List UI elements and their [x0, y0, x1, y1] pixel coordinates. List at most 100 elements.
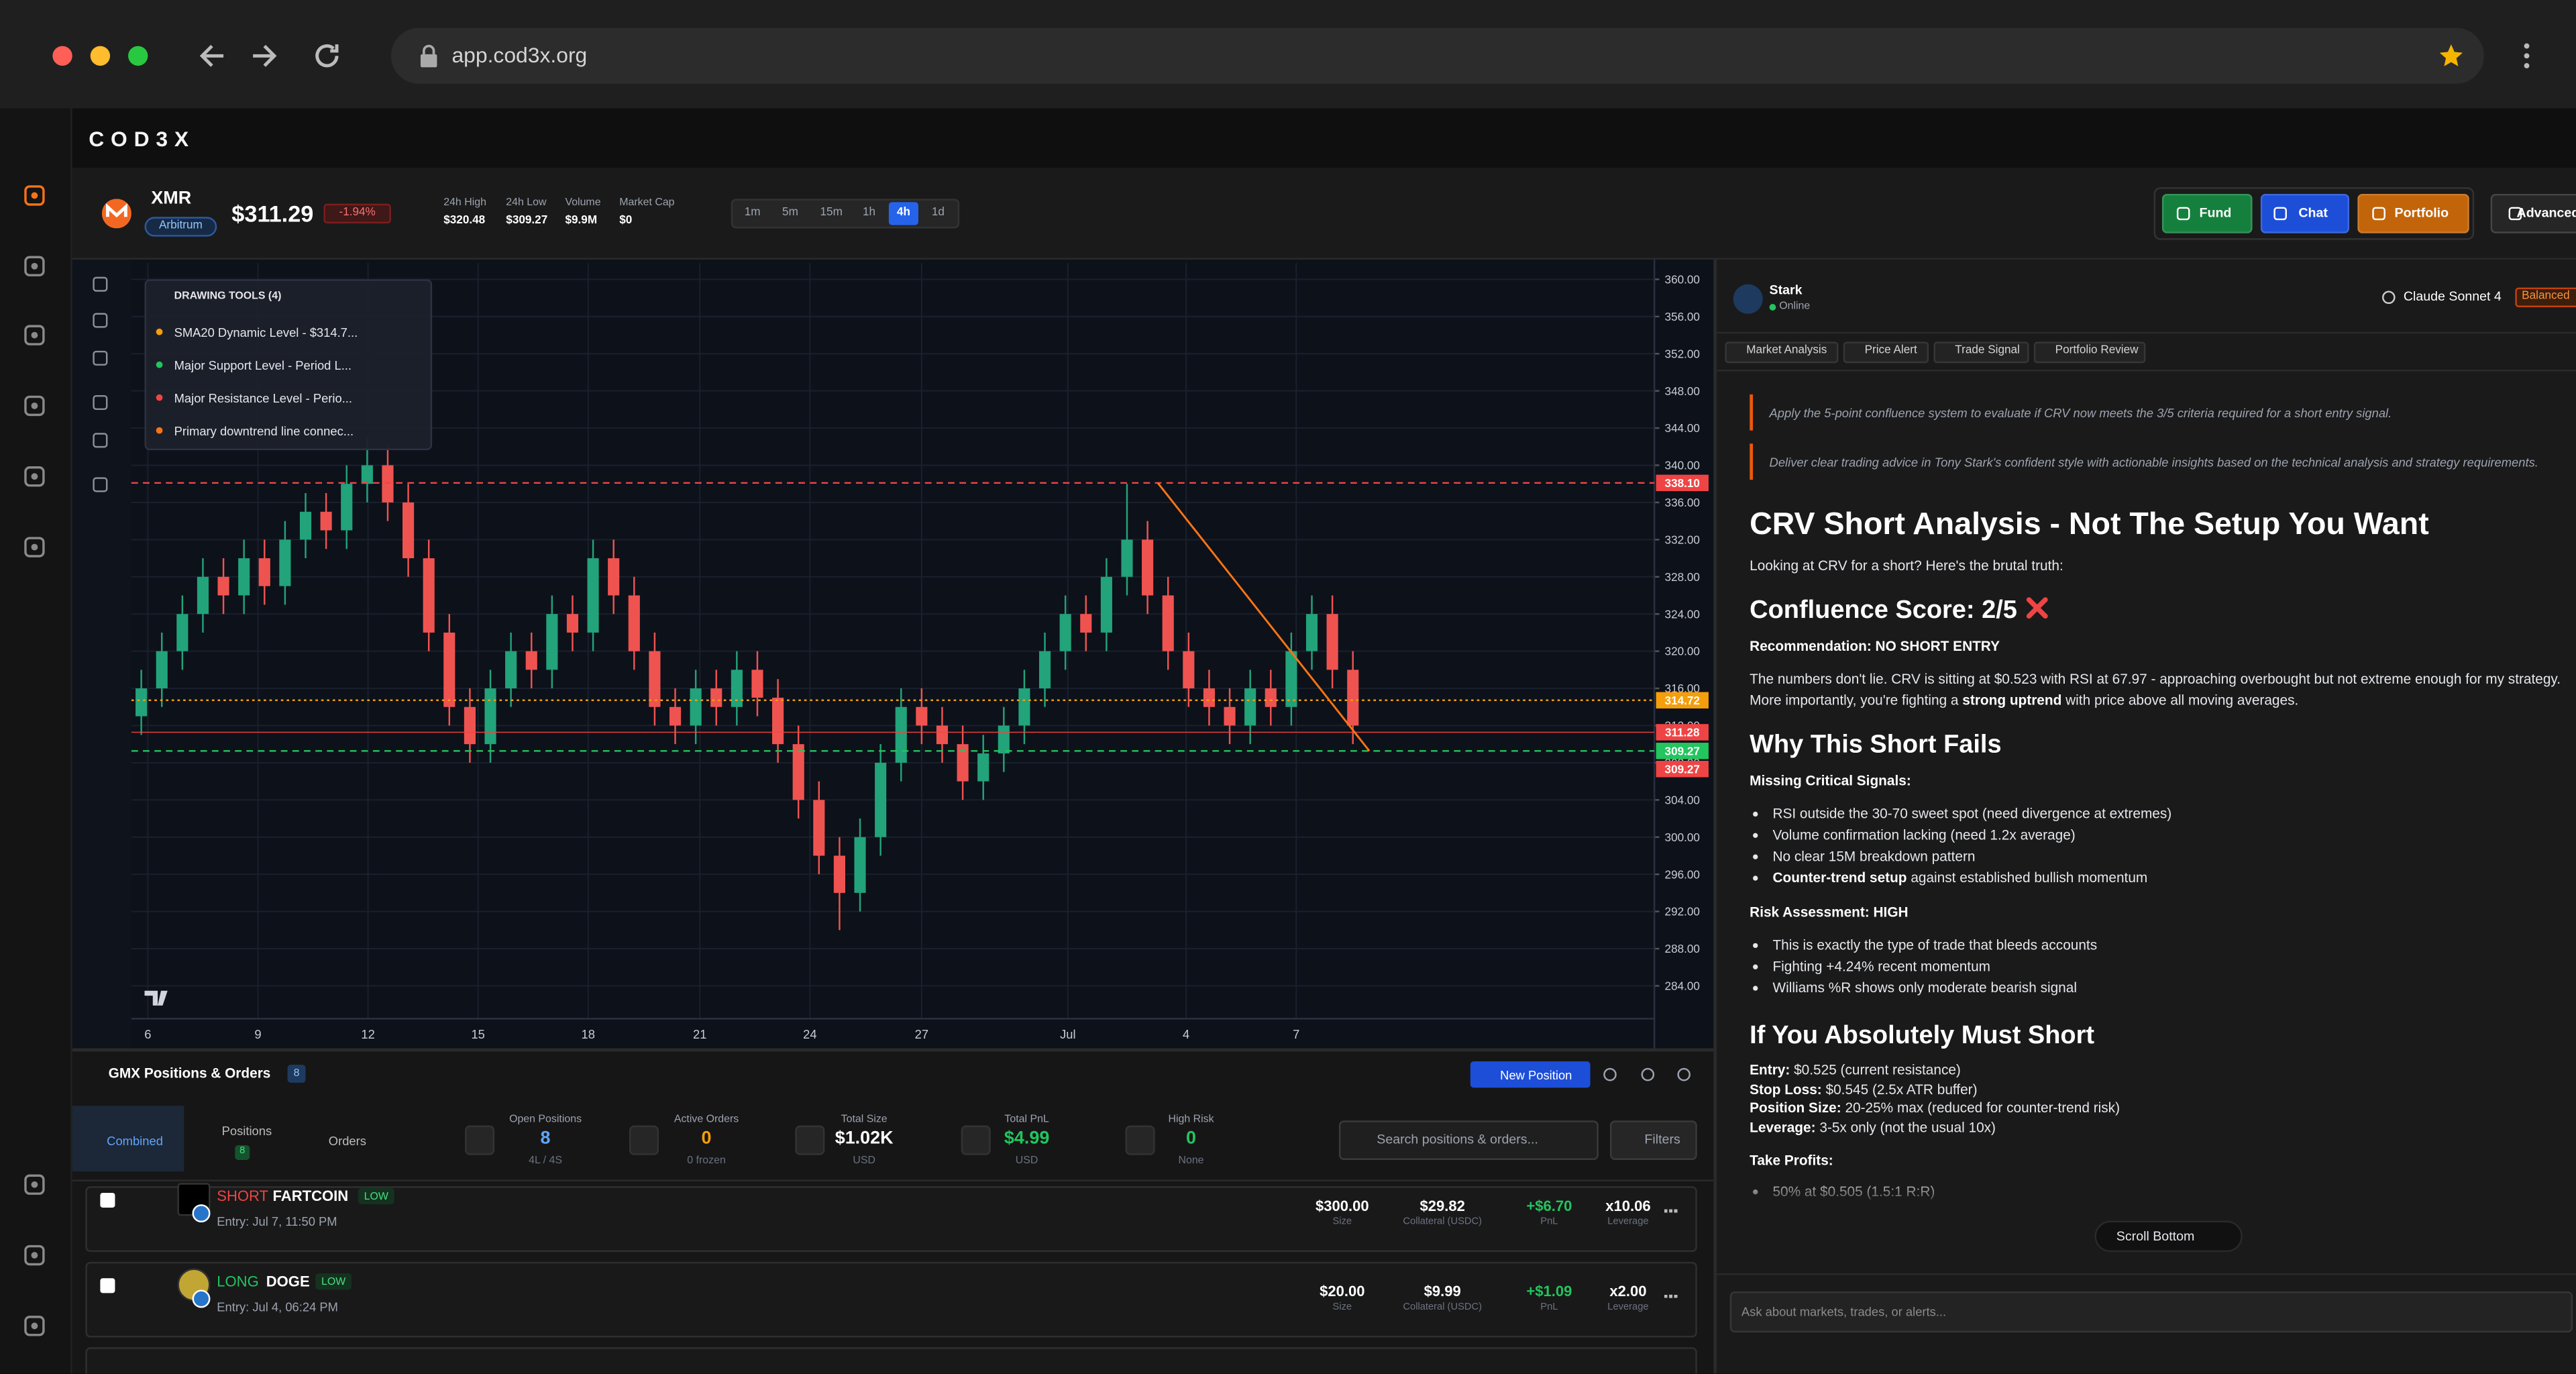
quick-action[interactable] — [1843, 341, 1929, 364]
position-row[interactable] — [85, 1186, 1697, 1253]
timeframe[interactable]: 1m — [744, 207, 761, 219]
x-tick-label: 18 — [582, 1027, 595, 1041]
bold-text: Position Size: — [1750, 1099, 1841, 1116]
token-icon — [177, 1183, 211, 1216]
icon-part — [31, 331, 38, 339]
action-button[interactable] — [2260, 193, 2350, 233]
sidebar-icon[interactable] — [23, 255, 46, 278]
tab-active[interactable] — [72, 1106, 184, 1172]
chat-input[interactable] — [1729, 1291, 2573, 1333]
candle-body — [1326, 614, 1338, 670]
tab-badge — [235, 1145, 250, 1160]
positions-count: 8 — [293, 1068, 300, 1080]
risk-badge — [358, 1187, 394, 1205]
position-row[interactable] — [85, 1261, 1697, 1338]
sidebar-icon[interactable] — [23, 323, 46, 346]
risk: LOW — [364, 1190, 388, 1202]
icon-part — [31, 262, 38, 270]
stat-sub: None — [1178, 1154, 1204, 1166]
drawing-tool[interactable]: SMA20 Dynamic Level - $314.7... — [174, 324, 358, 339]
panel-icon[interactable] — [1641, 1067, 1655, 1081]
sidebar-icon[interactable] — [23, 535, 46, 558]
trade-parameter: Position Size: 20-25% max (reduced for c… — [1750, 1099, 2571, 1118]
model-name[interactable]: Claude Sonnet 4 — [2403, 289, 2502, 305]
panel-icon[interactable] — [1603, 1067, 1617, 1081]
action-button[interactable] — [2357, 193, 2469, 233]
new-position-label: New Position — [1500, 1067, 1572, 1082]
timeframe[interactable]: 15m — [820, 207, 843, 219]
panel-icon[interactable] — [1677, 1067, 1691, 1081]
stat-label: Total Size — [841, 1113, 888, 1125]
tab[interactable]: Positions — [221, 1124, 272, 1139]
quick-action[interactable] — [2033, 341, 2146, 364]
column-label: Collateral (USDC) — [1403, 1303, 1482, 1314]
price-line-label: 309.27 — [1665, 762, 1700, 776]
action-icon — [2176, 207, 2190, 221]
position-collateral: $29.82 — [1419, 1197, 1465, 1214]
filters-button[interactable] — [1610, 1120, 1697, 1160]
candle-body — [238, 558, 250, 596]
row-menu[interactable] — [1664, 1209, 1678, 1213]
y-tick-label: 356.00 — [1665, 310, 1700, 323]
column-label: Leverage — [1607, 1218, 1649, 1228]
timeframe[interactable]: 5m — [782, 207, 798, 219]
app-header — [72, 108, 2576, 168]
candle-body — [279, 539, 291, 586]
reload-button[interactable] — [312, 41, 345, 70]
forward-button[interactable] — [248, 41, 281, 70]
tradingview-logo — [144, 990, 168, 1006]
timeframe[interactable]: 1h — [862, 207, 876, 219]
icon-part — [24, 185, 45, 206]
tab[interactable]: Combined — [107, 1133, 163, 1149]
chat-placeholder: Ask about markets, trades, or alerts... — [1741, 1304, 1947, 1319]
logo: COD3X — [89, 127, 195, 152]
window-control[interactable] — [128, 46, 148, 66]
y-tick-label: 344.00 — [1665, 421, 1700, 435]
row-menu[interactable] — [1664, 1294, 1678, 1298]
sidebar-icon[interactable] — [23, 1173, 46, 1196]
divider — [1717, 370, 2576, 372]
price-line-label: 338.10 — [1665, 476, 1700, 490]
quick-action[interactable] — [1725, 341, 1839, 364]
risk-badge — [315, 1273, 352, 1290]
scroll-bottom-button[interactable] — [2094, 1220, 2243, 1253]
icon-part — [31, 543, 38, 551]
row-checkbox[interactable] — [100, 1278, 115, 1293]
search-box[interactable] — [1338, 1120, 1599, 1160]
timeframe[interactable]: 1d — [931, 207, 945, 219]
drawing-tool[interactable]: Primary downtrend line connec... — [174, 423, 354, 438]
candle-body — [1244, 688, 1256, 726]
icon-part — [105, 203, 127, 218]
drawing-tool[interactable]: Major Support Level - Period L... — [174, 357, 352, 372]
sidebar-icon[interactable] — [23, 465, 46, 488]
back-button[interactable] — [197, 41, 230, 70]
sidebar-icon[interactable] — [23, 1314, 46, 1337]
x-tick-label: 7 — [1293, 1027, 1299, 1041]
window-control[interactable] — [52, 46, 72, 66]
quick-action[interactable] — [1933, 341, 2029, 364]
position-pnl: +$1.09 — [1526, 1282, 1572, 1300]
action-button[interactable] — [2490, 193, 2576, 233]
timeframe[interactable]: 4h — [896, 207, 910, 219]
sidebar-icon[interactable] — [23, 1244, 46, 1267]
text: The numbers don't lie. CRV is sitting at… — [1750, 670, 2561, 708]
drawing-tool[interactable]: Major Resistance Level - Perio... — [174, 390, 353, 405]
chart-toolbar — [72, 259, 131, 1049]
new-position-button[interactable] — [1470, 1061, 1591, 1088]
window-control[interactable] — [90, 46, 111, 66]
sidebar-icon[interactable] — [23, 184, 46, 207]
candle-body — [1347, 670, 1359, 726]
action-label: Advanced — [2516, 205, 2576, 221]
candle-body — [608, 558, 620, 596]
sidebar-icon[interactable] — [23, 394, 46, 417]
chart-tool — [93, 477, 108, 492]
stat-sub: USD — [853, 1154, 875, 1166]
row-checkbox[interactable] — [100, 1192, 115, 1208]
address-bar[interactable] — [390, 28, 2484, 84]
browser-menu[interactable] — [2520, 43, 2534, 69]
action-label: Fund — [2199, 205, 2232, 221]
tab[interactable]: Orders — [328, 1133, 366, 1149]
y-tick-label: 324.00 — [1665, 607, 1700, 621]
bullet-item: This is exactly the type of trade that b… — [1772, 935, 2571, 956]
timeframe-active[interactable] — [888, 202, 918, 225]
